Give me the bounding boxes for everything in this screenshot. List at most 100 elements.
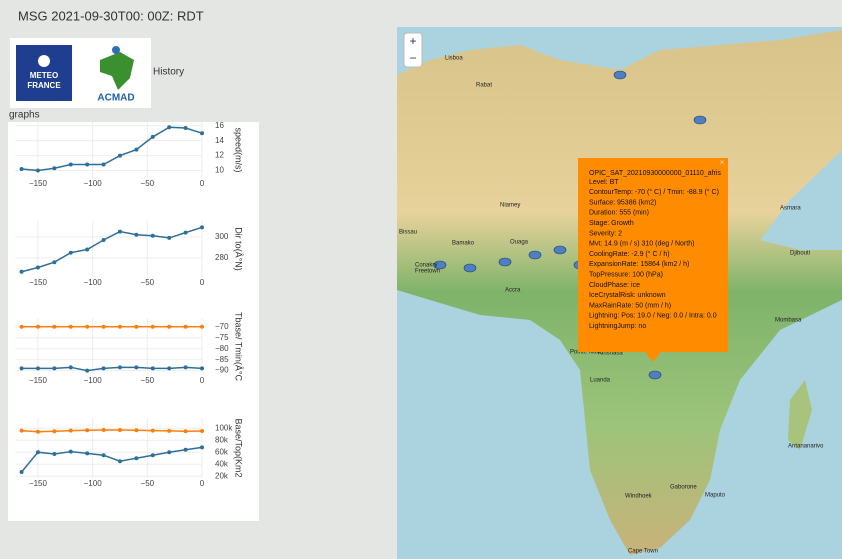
place-label: Ouaga [510,240,529,246]
popup-line: IceCrystalRisk: unknown [589,292,666,299]
zoom-in[interactable]: + [409,34,416,48]
x-tick-label: −100 [84,479,103,488]
x-tick-label: −100 [84,179,103,188]
popup-line: CloudPhase: ice [589,282,640,289]
y-tick-label: 300 [215,232,229,241]
data-point [68,162,73,167]
y-tick-label: 60k [215,447,229,456]
place-label: Windhoek [625,494,653,500]
data-point [101,366,106,371]
x-tick-label: −150 [29,479,48,488]
storm-cell [433,260,447,270]
y-axis-label: speed(m/s) [234,127,244,172]
data-point [85,324,90,329]
storm-cell [648,370,662,380]
data-point [52,452,57,456]
data-point [85,162,90,167]
series-line [21,226,203,273]
land [788,380,812,450]
data-point [68,428,73,433]
data-point [101,428,106,432]
popup-line: MaxRainRate: 50 (mm / h) [589,302,671,309]
data-point [52,260,57,265]
popup-line: Level: BT [589,179,619,186]
y-tick-label: −85 [215,355,229,364]
popup-line: Surface: 95386 (km2) [589,199,656,206]
y-tick-label: −90 [215,366,229,375]
place-label: Asmara [780,206,801,212]
data-point [183,324,188,329]
data-point [150,428,155,433]
data-point [134,232,139,237]
data-point [167,324,172,329]
popup-line: ExpansionRate: 15864 (km2 / h) [589,261,689,268]
storm-cell [613,70,627,80]
data-point [85,247,90,252]
y-axis-label: Tbase/ Tmin(Â°C [234,312,244,381]
popup-line: Stage: Growth [589,220,634,227]
popup-line: Lightning: Pos: 19.0 / Neg: 0.0 / Intra:… [589,313,717,320]
x-tick-label: −100 [84,376,103,385]
data-point [101,453,106,458]
place-label: Luanda [590,378,611,384]
data-point [35,366,40,371]
data-point [200,366,204,371]
data-point [167,235,172,240]
zoom-control [403,32,423,68]
place-label: Cape Town [628,549,658,555]
data-point [183,230,188,235]
storm-cell [528,250,542,260]
history-link[interactable]: History [153,67,184,78]
data-point [150,324,155,329]
x-tick-label: −150 [29,376,48,385]
data-point [150,233,155,238]
x-tick-label: −50 [141,179,155,188]
popup-line: ContourTemp: -70 (° C) / Tmin: -88.9 (° … [589,188,719,196]
popup-close[interactable]: × [720,158,725,167]
data-point [183,429,188,434]
place-label: Mombasa [775,318,802,324]
data-point [117,324,122,329]
place-label: Kinshasa [598,351,623,357]
data-point [150,134,155,139]
place-label: Lisboa [445,56,463,62]
data-point [68,449,73,454]
x-tick-label: −100 [84,278,103,287]
y-tick-label: 20k [215,471,229,480]
place-label: Conakry [415,263,437,269]
place-label: Rabat [476,83,492,89]
popup-line: LightningJump: no [589,323,646,330]
logo-text: METEO [30,71,58,80]
y-tick-label: −70 [215,322,229,331]
y-tick-label: 80k [215,435,229,444]
graphs-label: graphs [9,110,40,121]
data-point [68,250,73,255]
storm-cell [463,263,477,273]
data-point [117,428,122,432]
place-label: Djibouti [790,251,810,257]
x-tick-label: −150 [29,179,48,188]
data-point [167,428,172,433]
data-point [52,324,57,329]
y-tick-label: −75 [215,333,229,342]
place-label: Pointe Noire [570,350,604,356]
popup-line: TopPressure: 100 (hPa) [589,272,663,279]
logo-icon [38,55,50,67]
data-point [52,166,57,171]
popup-tip [645,352,661,362]
x-tick-label: 0 [200,479,205,488]
data-point [134,324,139,329]
data-point [134,147,139,152]
zoom-out[interactable]: − [409,51,416,65]
y-tick-label: 100k [215,423,233,432]
y-tick-label: 12 [215,151,224,160]
popup-line: Mvt: 14.9 (m / s) 310 (deg / North) [589,241,694,248]
popup [578,158,728,352]
data-point [183,125,188,130]
data-point [117,459,122,464]
place-label: Maputo [705,493,726,499]
y-tick-label: 280 [215,253,229,262]
data-point [68,324,73,329]
data-point [35,168,40,173]
storm-cell [553,245,567,255]
